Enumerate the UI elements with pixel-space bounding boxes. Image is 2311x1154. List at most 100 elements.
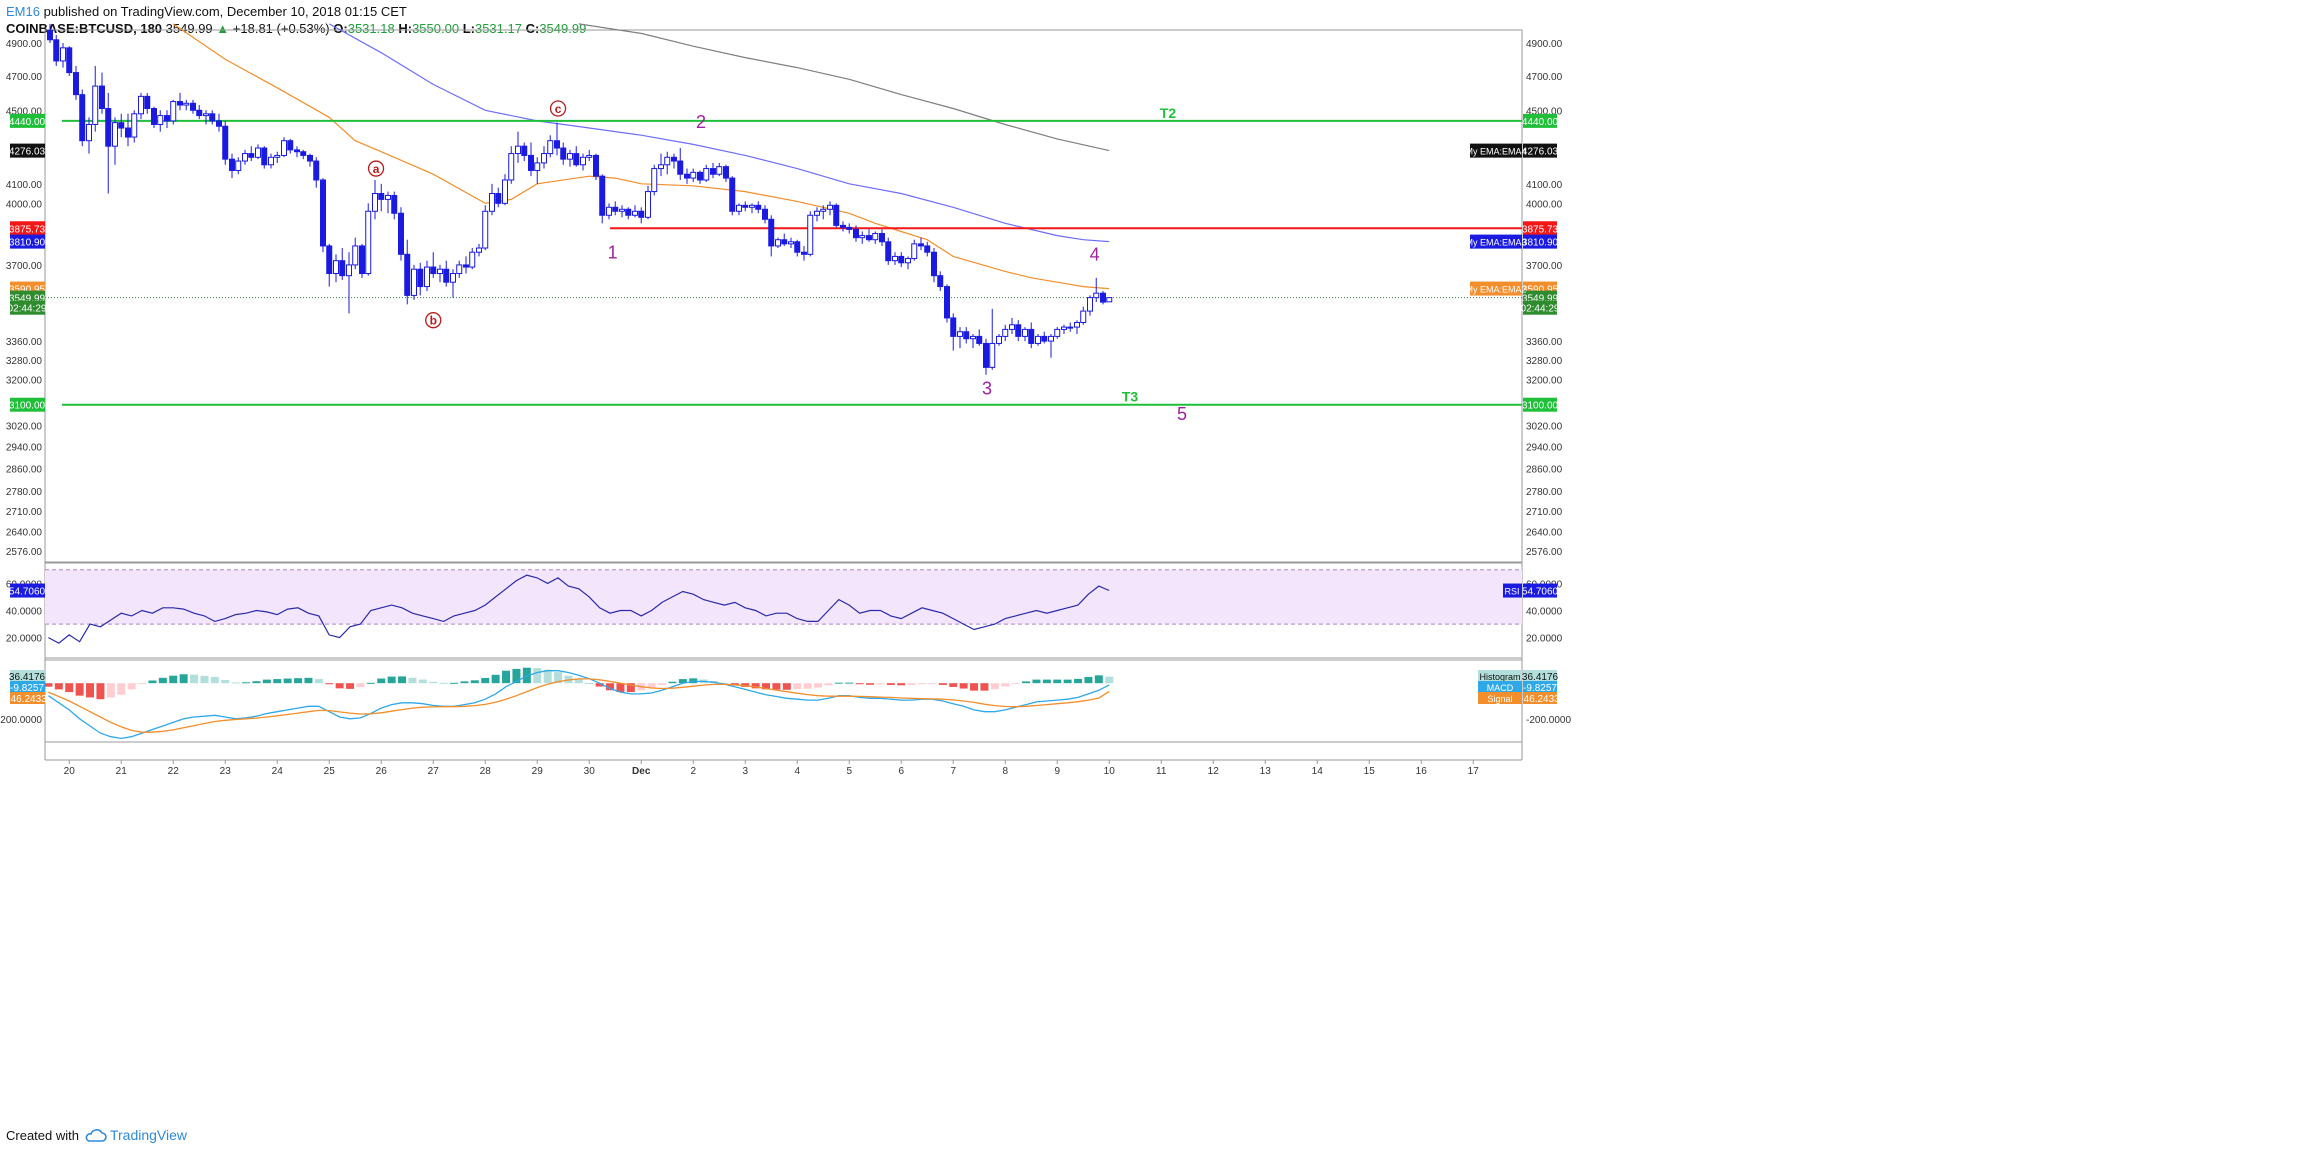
macd-histogram-bar (1074, 678, 1083, 684)
macd-histogram-bar (398, 676, 407, 684)
candle-body (749, 204, 755, 208)
macd-histogram-bar (502, 670, 511, 684)
candle-body (1100, 292, 1106, 303)
macd-histogram-bar (814, 683, 823, 688)
candle-body (762, 208, 768, 220)
time-tick-label: Dec (632, 766, 651, 777)
macd-histogram-bar (1032, 679, 1041, 684)
candle-body (365, 210, 372, 275)
candle-body (606, 206, 612, 216)
candle-body (320, 179, 326, 247)
tradingview-logo[interactable]: TradingView (85, 1127, 187, 1143)
candle-body (463, 264, 469, 268)
candle-body (638, 210, 645, 218)
candle-body (294, 149, 300, 153)
candle-body (144, 95, 151, 110)
candle-body (352, 245, 359, 266)
candle-body (105, 108, 112, 147)
macd-histogram-bar (782, 683, 791, 690)
price-change: +18.81 (+0.53%) (232, 21, 330, 36)
price-tick-right: 3280.00 (1526, 356, 1563, 367)
macd-histogram-bar (491, 674, 500, 684)
candle-body (138, 95, 144, 115)
price-tick-right: 3200.00 (1526, 376, 1563, 387)
candle-body (1041, 335, 1048, 342)
time-tick-label: 22 (168, 766, 180, 777)
macd-legend-tag (1478, 681, 1522, 693)
macd-histogram-bar (429, 681, 438, 684)
price-tick-left: 4100.00 (6, 180, 43, 191)
level-tag-right-text: 3100.00 (1522, 401, 1559, 412)
candle-body (489, 193, 495, 212)
macd-tick-right: -200.0000 (1526, 715, 1571, 726)
macd-histogram-bar (179, 674, 188, 684)
macd-histogram-bar (658, 683, 667, 685)
candle-body (508, 153, 515, 181)
price-tick-left: 4500.00 (6, 106, 43, 117)
candle-body (619, 208, 625, 212)
macd-histogram-bar (481, 678, 490, 684)
macd-histogram-bar (200, 675, 209, 684)
macd-value-tag-right (1523, 681, 1557, 693)
candle-body (450, 273, 456, 283)
price-tick-left: 3700.00 (6, 261, 43, 272)
macd-histogram-bar (574, 679, 583, 684)
candle-body (1015, 324, 1022, 337)
candle-body (697, 171, 703, 181)
price-tag-right (1523, 234, 1557, 249)
ema-legend-text: My EMA:EMA2 (1465, 285, 1526, 295)
macd-histogram-bar (252, 681, 261, 684)
rsi-value-tag-left (10, 583, 45, 598)
macd-histogram-bar (65, 683, 74, 693)
rsi-value-right: 54.7060 (1522, 587, 1559, 598)
macd-histogram-bar (1022, 681, 1031, 684)
macd-histogram-bar (845, 682, 854, 684)
price-tick-left: 2780.00 (6, 487, 43, 498)
macd-value-left: 36.4176 (9, 672, 46, 683)
level-title-t2: T2 (1160, 105, 1177, 121)
ema-line-ema2 (172, 23, 1110, 290)
level-tag-left-text: 4440.00 (9, 117, 46, 128)
candle-body (1035, 335, 1041, 344)
macd-histogram-bar (554, 672, 563, 684)
time-tick-label: 17 (1468, 766, 1480, 777)
candle-body (346, 264, 352, 277)
macd-legend-tag (1478, 670, 1522, 682)
candle-body (632, 210, 638, 216)
ema-legend-text: My EMA:EMA3 (1465, 238, 1526, 248)
candle-body (1061, 326, 1067, 330)
candle-body (482, 210, 489, 249)
macd-legend-text: Signal (1487, 694, 1512, 704)
signal-line (48, 678, 1110, 733)
candle-body (664, 156, 671, 166)
macd-histogram-bar (1001, 683, 1010, 687)
candle-body (931, 251, 937, 277)
time-tick-label: 20 (64, 766, 76, 777)
candle-body (1002, 328, 1009, 337)
macd-histogram-bar (231, 682, 240, 684)
price-tick-right: 4900.00 (1526, 39, 1563, 50)
candle-body (658, 164, 664, 170)
candle-body (567, 153, 573, 160)
macd-histogram-bar (668, 681, 677, 684)
rsi-tick-left: 20.0000 (6, 634, 43, 645)
time-tick-label: 7 (950, 766, 956, 777)
price-pane (44, 29, 1523, 563)
macd-histogram-bar (907, 683, 916, 685)
author-link[interactable]: EM16 (6, 4, 40, 19)
macd-histogram-bar (1053, 679, 1062, 684)
level-tag-left (10, 113, 45, 128)
candle-body (437, 268, 443, 275)
price-tag-right-text: 3810.90 (1522, 238, 1559, 249)
candle-body (794, 241, 801, 253)
candle-body (430, 266, 437, 275)
price-tick-right: 4700.00 (1526, 72, 1563, 83)
candle-body (333, 260, 339, 275)
macd-histogram-bar (335, 683, 344, 689)
macd-value-left: -9.8257 (10, 683, 44, 694)
ema-legend-text: My EMA:EMA4 (1465, 147, 1526, 157)
price-tick-right: 3700.00 (1526, 261, 1563, 272)
macd-histogram-bar (512, 668, 521, 684)
candle-body (53, 39, 60, 62)
